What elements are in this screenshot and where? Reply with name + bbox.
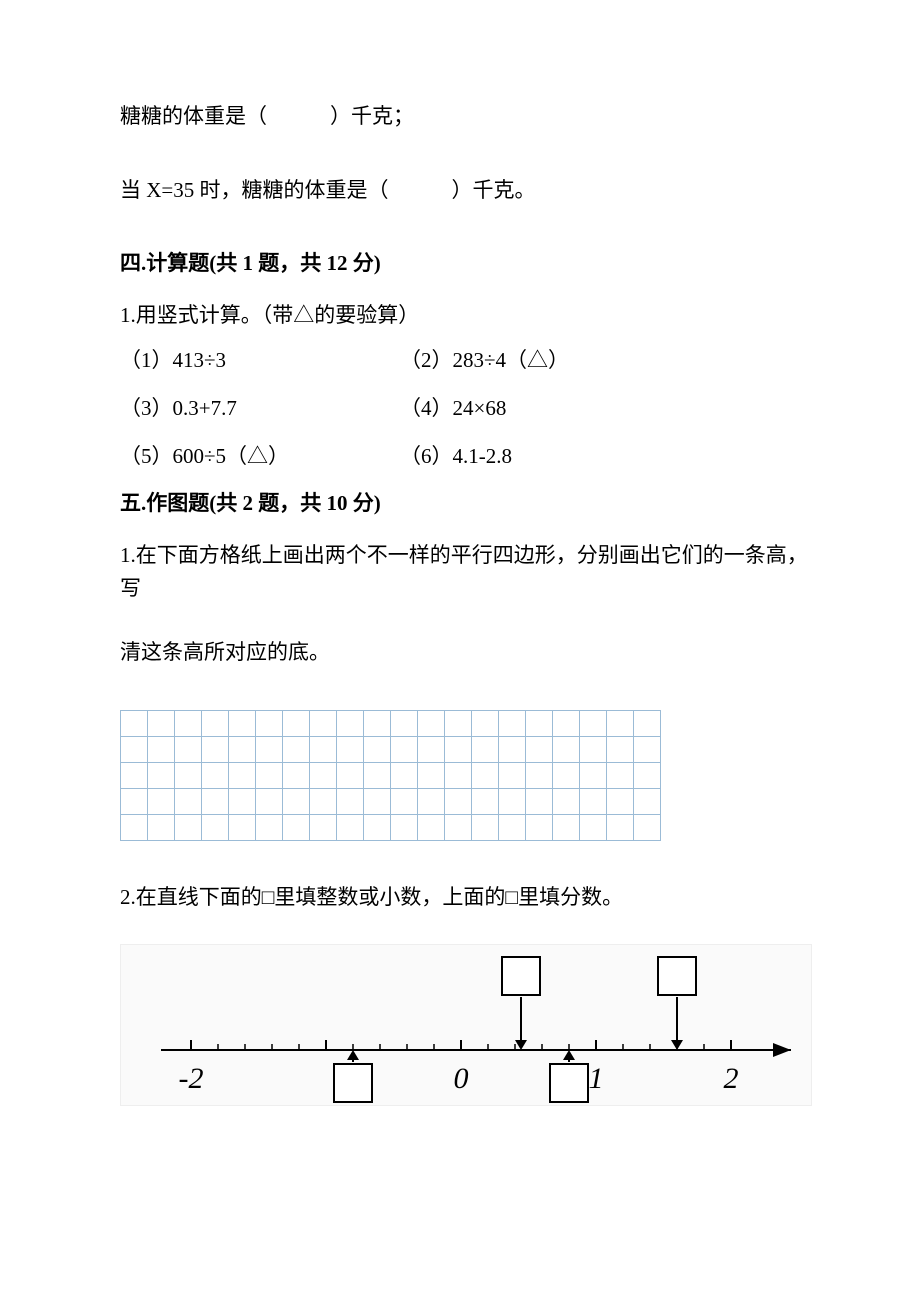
svg-text:-2: -2 <box>179 1062 204 1095</box>
section-4-q1-stem: 1.用竖式计算。（带△的要验算） <box>120 299 810 333</box>
fill-line-1-post: ）千克； <box>330 104 414 128</box>
fill-blank-1[interactable] <box>272 104 325 128</box>
svg-text:0: 0 <box>454 1062 469 1095</box>
calc-item-left: （5）600÷5（△） <box>120 440 400 474</box>
number-line-figure: -2 0 1 2 <box>120 944 812 1106</box>
calc-row: （5）600÷5（△）（6）4.1-2.8 <box>120 440 810 474</box>
calc-item-right: （6）4.1-2.8 <box>400 440 680 474</box>
section-5-q1-line2: 清这条高所对应的底。 <box>120 636 810 670</box>
calc-row: （3）0.3+7.7（4）24×68 <box>120 392 810 426</box>
fill-line-2-pre: 当 X=35 时，糖糖的体重是（ <box>120 178 389 202</box>
svg-text:1: 1 <box>589 1062 604 1095</box>
calc-item-right: （2）283÷4（△） <box>400 344 680 378</box>
fill-line-2-post: ）千克。 <box>452 178 536 202</box>
section-5-q1-line1: 1.在下面方格纸上画出两个不一样的平行四边形，分别画出它们的一条高，写 <box>120 539 810 606</box>
number-line-svg: -2 0 1 2 <box>121 945 811 1105</box>
calc-row: （1）413÷3（2）283÷4（△） <box>120 344 810 378</box>
section-5-q2: 2.在直线下面的□里填整数或小数，上面的□里填分数。 <box>120 881 810 915</box>
calc-item-left: （3）0.3+7.7 <box>120 392 400 426</box>
section-5-title: 五.作图题(共 2 题，共 10 分) <box>120 487 810 521</box>
section-4-title: 四.计算题(共 1 题，共 12 分) <box>120 247 810 281</box>
fill-blank-2[interactable] <box>394 178 447 202</box>
fill-line-1: 糖糖的体重是（ ）千克； <box>120 100 810 134</box>
grid-paper <box>120 710 810 841</box>
fill-line-2: 当 X=35 时，糖糖的体重是（ ）千克。 <box>120 174 810 208</box>
calc-items: （1）413÷3（2）283÷4（△）（3）0.3+7.7（4）24×68（5）… <box>120 344 810 473</box>
calc-item-right: （4）24×68 <box>400 392 680 426</box>
calc-item-left: （1）413÷3 <box>120 344 400 378</box>
fill-line-1-pre: 糖糖的体重是（ <box>120 104 267 128</box>
svg-text:2: 2 <box>724 1062 739 1095</box>
grid-table <box>120 710 661 841</box>
